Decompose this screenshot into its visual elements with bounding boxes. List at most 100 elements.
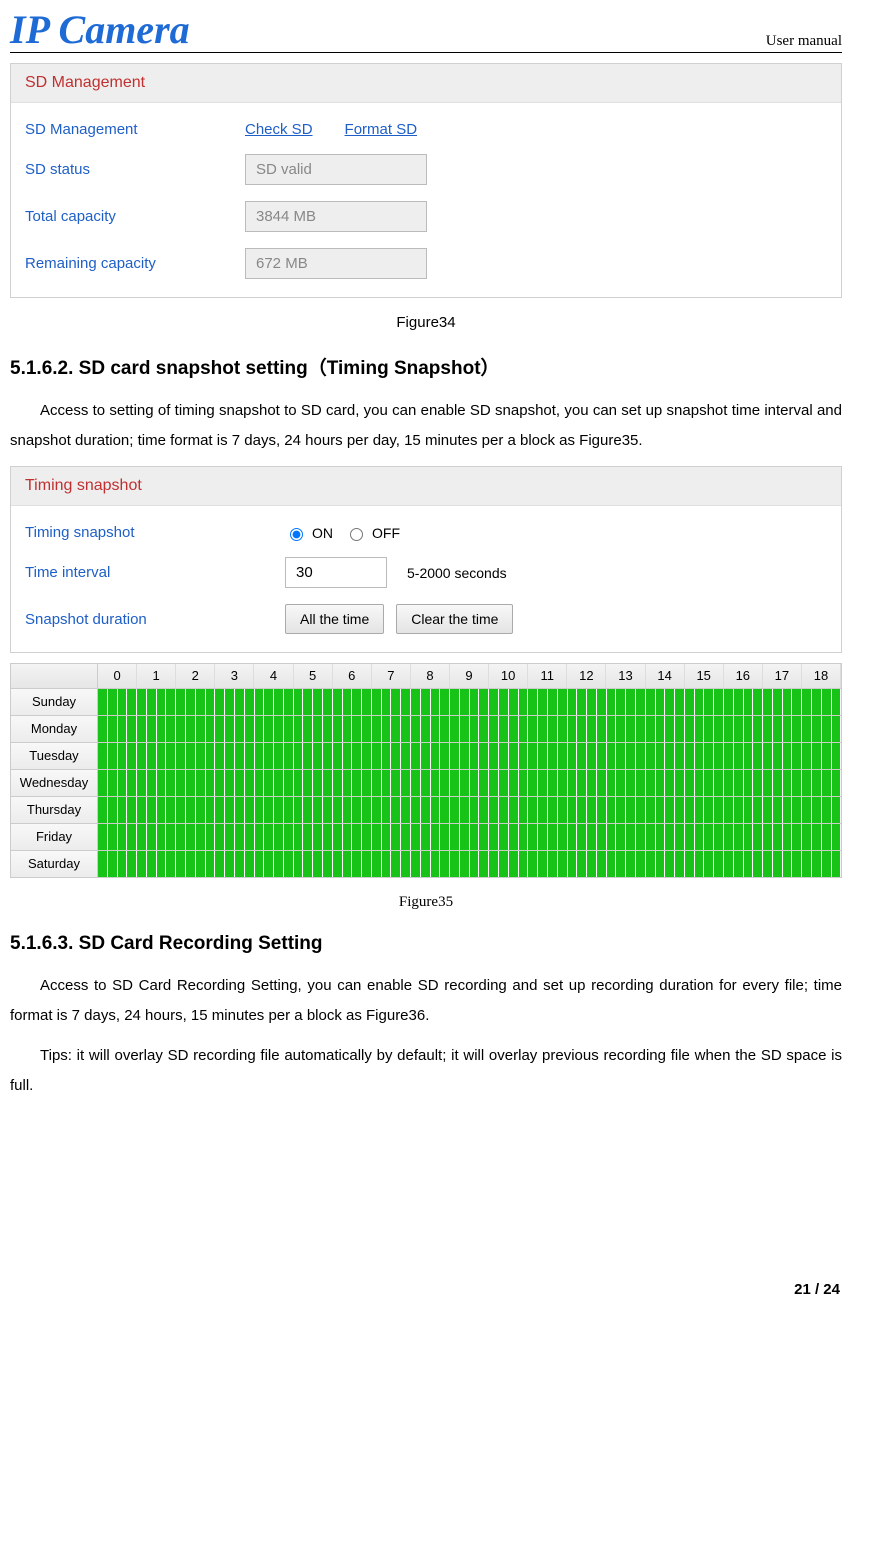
schedule-cell[interactable] — [616, 851, 626, 877]
schedule-cell[interactable] — [509, 743, 519, 769]
schedule-cell[interactable] — [675, 797, 685, 823]
schedule-cell[interactable] — [724, 824, 734, 850]
schedule-cell[interactable] — [558, 797, 568, 823]
schedule-cell[interactable] — [225, 689, 235, 715]
schedule-cell[interactable] — [607, 824, 617, 850]
schedule-cell[interactable] — [616, 770, 626, 796]
schedule-cell[interactable] — [118, 689, 128, 715]
schedule-cell[interactable] — [186, 797, 196, 823]
schedule-cell[interactable] — [382, 716, 392, 742]
schedule-cell[interactable] — [343, 824, 353, 850]
schedule-cell[interactable] — [431, 824, 441, 850]
schedule-cell[interactable] — [303, 824, 313, 850]
schedule-cell[interactable] — [489, 770, 499, 796]
schedule-cell[interactable] — [303, 689, 313, 715]
schedule-cell[interactable] — [646, 716, 656, 742]
schedule-cell[interactable] — [421, 689, 431, 715]
schedule-cell[interactable] — [118, 851, 128, 877]
schedule-cell[interactable] — [323, 689, 333, 715]
schedule-cell[interactable] — [802, 770, 812, 796]
schedule-cell[interactable] — [763, 851, 773, 877]
schedule-cell[interactable] — [763, 689, 773, 715]
schedule-cell[interactable] — [450, 689, 460, 715]
schedule-cell[interactable] — [597, 716, 607, 742]
schedule-cell[interactable] — [313, 689, 323, 715]
schedule-cell[interactable] — [675, 743, 685, 769]
schedule-cell[interactable] — [127, 797, 137, 823]
schedule-cell[interactable] — [528, 743, 538, 769]
schedule-cell[interactable] — [714, 770, 724, 796]
schedule-cell[interactable] — [450, 824, 460, 850]
schedule-cell[interactable] — [166, 716, 176, 742]
schedule-cell[interactable] — [235, 824, 245, 850]
schedule-cell[interactable] — [646, 689, 656, 715]
schedule-cell[interactable] — [98, 689, 108, 715]
time-interval-input[interactable] — [285, 557, 387, 588]
schedule-cell[interactable] — [323, 851, 333, 877]
schedule-cell[interactable] — [626, 851, 636, 877]
schedule-cell[interactable] — [636, 716, 646, 742]
schedule-cell[interactable] — [333, 824, 343, 850]
schedule-cell[interactable] — [460, 770, 470, 796]
schedule-cell[interactable] — [313, 797, 323, 823]
schedule-cell[interactable] — [704, 824, 714, 850]
schedule-cell[interactable] — [479, 824, 489, 850]
schedule-cell[interactable] — [264, 851, 274, 877]
schedule-cell[interactable] — [616, 716, 626, 742]
schedule-cell[interactable] — [431, 689, 441, 715]
schedule-cell[interactable] — [206, 716, 216, 742]
schedule-cell[interactable] — [215, 716, 225, 742]
schedule-cell[interactable] — [675, 824, 685, 850]
schedule-cell[interactable] — [822, 770, 832, 796]
schedule-cell[interactable] — [225, 743, 235, 769]
schedule-cell[interactable] — [382, 689, 392, 715]
schedule-cell[interactable] — [313, 770, 323, 796]
schedule-cell[interactable] — [734, 824, 744, 850]
schedule-cell[interactable] — [274, 851, 284, 877]
schedule-cell[interactable] — [450, 716, 460, 742]
schedule-cell[interactable] — [303, 770, 313, 796]
schedule-cell[interactable] — [744, 824, 754, 850]
schedule-cell[interactable] — [509, 797, 519, 823]
check-sd-link[interactable]: Check SD — [245, 121, 313, 138]
schedule-cell[interactable] — [519, 743, 529, 769]
schedule-cell[interactable] — [832, 716, 842, 742]
schedule-cell[interactable] — [470, 689, 480, 715]
schedule-cell[interactable] — [215, 689, 225, 715]
schedule-cell[interactable] — [255, 797, 265, 823]
schedule-cell[interactable] — [382, 743, 392, 769]
schedule-cell[interactable] — [255, 743, 265, 769]
schedule-cell[interactable] — [137, 851, 147, 877]
schedule-cell[interactable] — [773, 797, 783, 823]
schedule-cell[interactable] — [470, 797, 480, 823]
schedule-cell[interactable] — [108, 743, 118, 769]
schedule-cell[interactable] — [284, 851, 294, 877]
schedule-cell[interactable] — [264, 743, 274, 769]
timing-off-radio[interactable]: OFF — [345, 525, 400, 541]
schedule-cell[interactable] — [333, 770, 343, 796]
schedule-cell[interactable] — [753, 797, 763, 823]
schedule-cell[interactable] — [783, 689, 793, 715]
schedule-cell[interactable] — [274, 797, 284, 823]
schedule-cell[interactable] — [519, 824, 529, 850]
schedule-cell[interactable] — [127, 770, 137, 796]
schedule-cell[interactable] — [352, 824, 362, 850]
schedule-cell[interactable] — [568, 824, 578, 850]
schedule-cell[interactable] — [734, 851, 744, 877]
schedule-cell[interactable] — [225, 851, 235, 877]
schedule-cell[interactable] — [812, 716, 822, 742]
schedule-cell[interactable] — [431, 716, 441, 742]
schedule-cell[interactable] — [587, 824, 597, 850]
schedule-cell[interactable] — [391, 797, 401, 823]
schedule-cell[interactable] — [832, 743, 842, 769]
schedule-cell[interactable] — [607, 851, 617, 877]
schedule-cell[interactable] — [274, 824, 284, 850]
schedule-cell[interactable] — [333, 797, 343, 823]
schedule-cell[interactable] — [225, 824, 235, 850]
schedule-cell[interactable] — [108, 797, 118, 823]
schedule-cell[interactable] — [157, 716, 167, 742]
schedule-cell[interactable] — [294, 851, 304, 877]
schedule-cell[interactable] — [685, 797, 695, 823]
schedule-cell[interactable] — [313, 743, 323, 769]
schedule-cell[interactable] — [127, 716, 137, 742]
